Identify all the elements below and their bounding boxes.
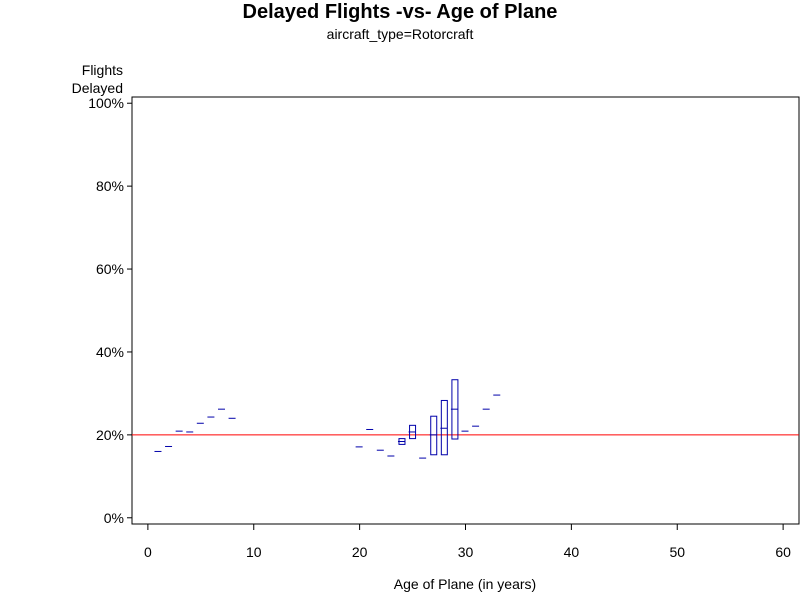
data-marks <box>154 379 501 459</box>
x-axis-label: Age of Plane (in years) <box>393 576 537 592</box>
plot-frame <box>131 96 800 525</box>
x-tick-label: 60 <box>775 544 791 560</box>
axes: 0% 20% 40% 60% 80% 100% 0 10 20 30 40 50 60 <box>88 95 800 560</box>
x-tick-label: 10 <box>246 544 262 560</box>
interval-box <box>430 415 438 456</box>
y-tick-label: 100% <box>88 95 124 111</box>
chart-title: Delayed Flights -vs- Age of Plane <box>242 1 558 23</box>
y-tick-label: 60% <box>96 261 124 277</box>
y-axis-label-line1: Flights <box>81 62 123 78</box>
y-axis-label: Flights Delayed <box>40 61 123 97</box>
x-tick-label: 0 <box>144 544 152 560</box>
y-tick-label: 40% <box>96 344 124 360</box>
x-tick-label: 30 <box>458 544 474 560</box>
interval-box <box>440 399 448 456</box>
y-tick-label: 20% <box>96 427 124 443</box>
x-tick-label: 50 <box>669 544 685 560</box>
y-axis-label-line2: Delayed <box>71 80 123 96</box>
y-tick-label: 80% <box>96 178 124 194</box>
x-tick-label: 20 <box>352 544 368 560</box>
x-tick-label: 40 <box>564 544 580 560</box>
y-tick-label: 0% <box>104 510 124 526</box>
chart-subtitle: aircraft_type=Rotorcraft <box>326 26 474 42</box>
